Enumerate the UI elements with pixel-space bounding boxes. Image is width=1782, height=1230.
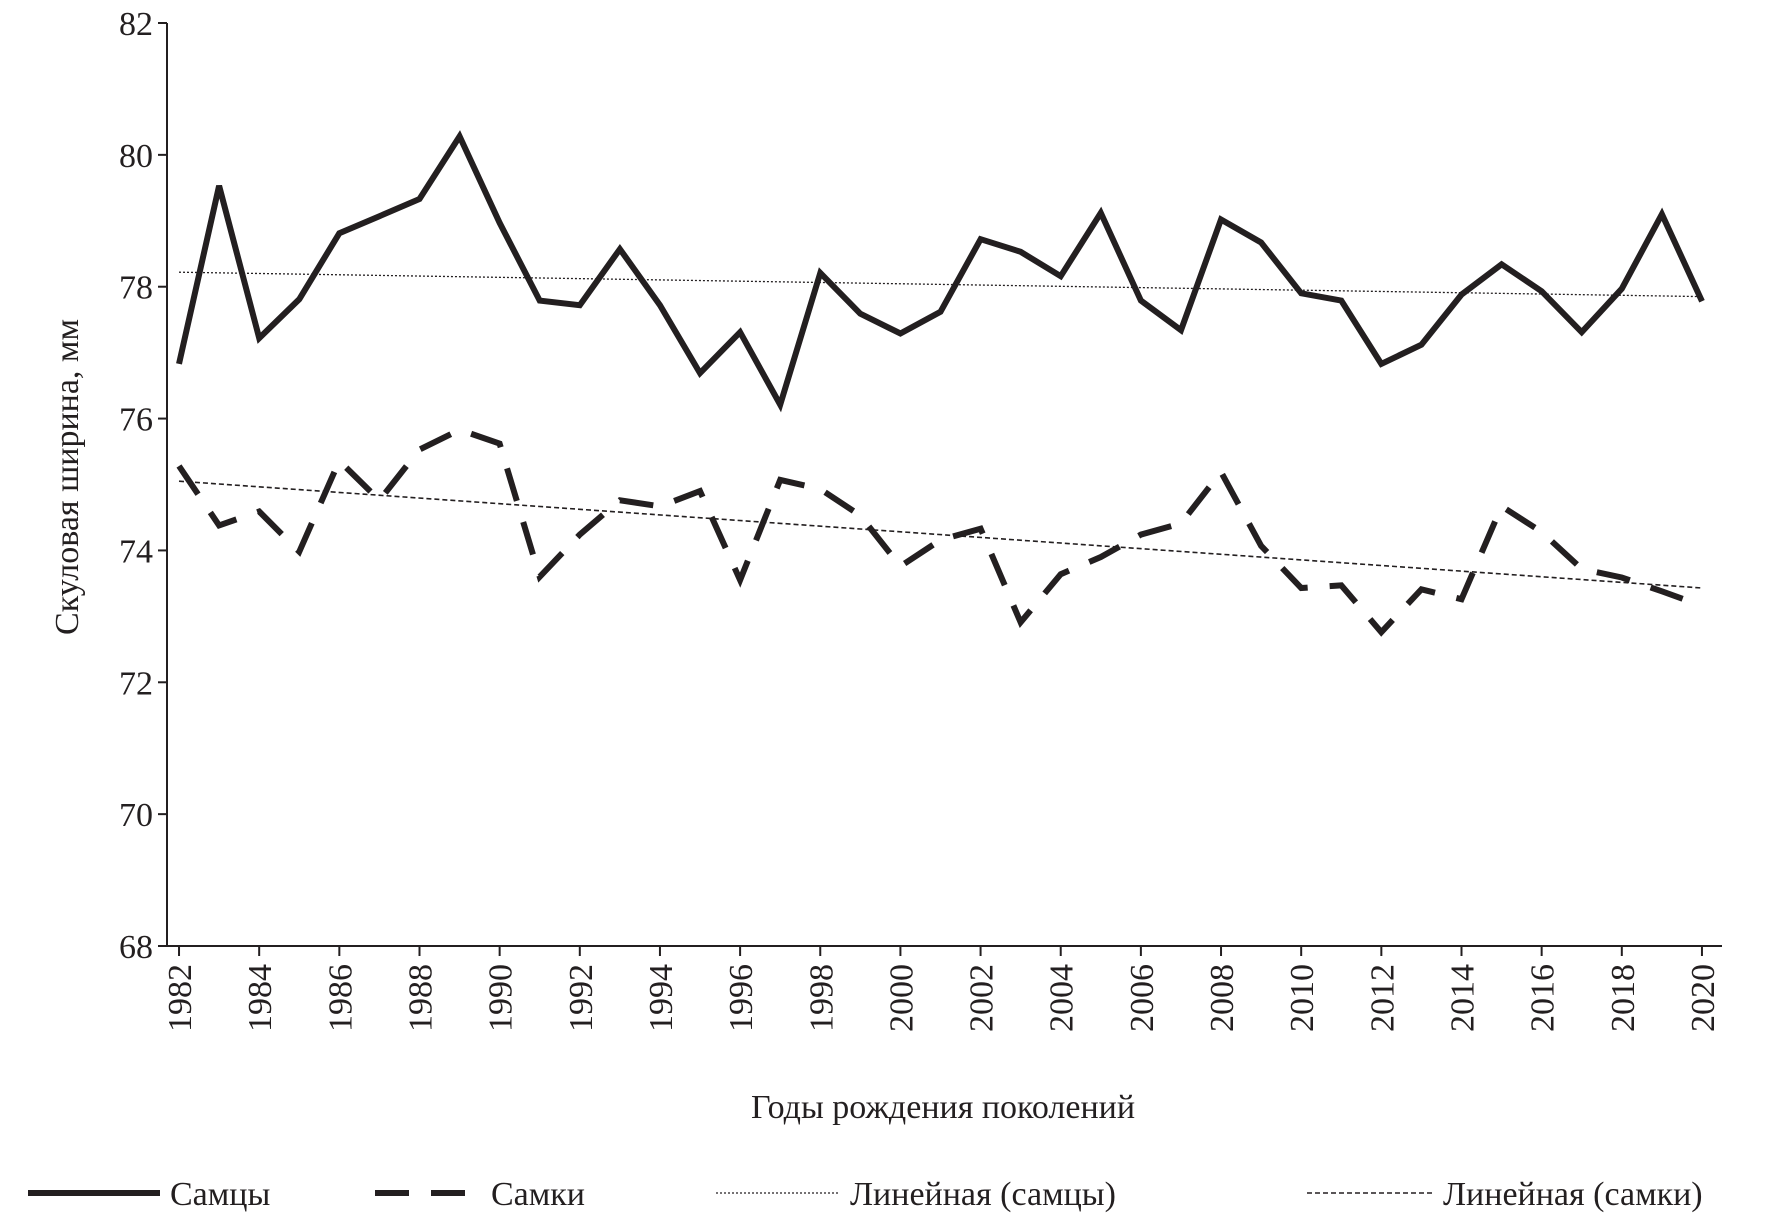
legend-label: Самки	[491, 1176, 585, 1213]
x-tick-label: 2020	[1685, 964, 1722, 1032]
x-tick-label: 2004	[1044, 964, 1081, 1032]
series-line	[176, 130, 1705, 413]
x-tick-label: 1986	[322, 964, 359, 1032]
x-axis-label: Годы рождения поколений	[751, 1089, 1135, 1126]
x-tick-label: 1984	[242, 964, 279, 1032]
y-tick-label: 72	[119, 665, 153, 702]
x-tick-label: 2016	[1525, 964, 1562, 1032]
y-tick-label: 70	[119, 797, 153, 834]
x-tick-label: 2014	[1444, 964, 1481, 1032]
legend-label: Линейная (самки)	[1443, 1176, 1703, 1213]
x-tick-label: 2010	[1284, 964, 1321, 1032]
y-tick-label: 68	[119, 929, 153, 966]
x-tick-label: 1996	[723, 964, 760, 1032]
x-tick-label: 2012	[1364, 964, 1401, 1032]
series-line	[178, 480, 1703, 589]
x-tick-label: 1998	[803, 964, 840, 1032]
legend-label: Линейная (самцы)	[850, 1176, 1116, 1213]
y-tick-label: 76	[119, 402, 153, 439]
x-tick-label: 1992	[563, 964, 600, 1032]
y-tick-label: 78	[119, 270, 153, 307]
x-tick-label: 1990	[483, 964, 520, 1032]
y-axis-label: Скуловая ширина, мм	[49, 319, 86, 635]
x-tick-label: 2002	[964, 964, 1001, 1032]
series-line	[176, 426, 1704, 637]
y-tick-label: 80	[119, 138, 153, 175]
x-tick-label: 1994	[643, 964, 680, 1032]
x-tick-label: 2006	[1124, 964, 1161, 1032]
x-tick-label: 1982	[162, 964, 199, 1032]
y-tick-label: 74	[119, 533, 153, 570]
series-line	[178, 271, 1703, 298]
legend-label: Самцы	[170, 1176, 270, 1213]
y-tick-label: 82	[119, 6, 153, 43]
x-tick-label: 2018	[1605, 964, 1642, 1032]
x-tick-label: 2000	[883, 964, 920, 1032]
x-tick-label: 2008	[1204, 964, 1241, 1032]
x-tick-label: 1988	[402, 964, 439, 1032]
